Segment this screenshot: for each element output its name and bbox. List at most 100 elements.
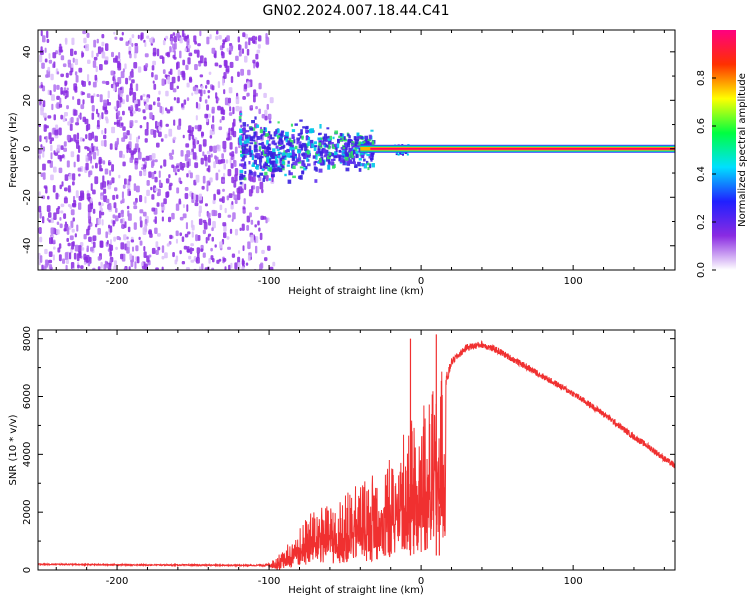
spectrogram-noise-cell — [205, 85, 208, 89]
spectrogram-noise-cell — [195, 101, 198, 109]
spectrogram-signal-cell — [257, 174, 261, 178]
spectrogram-noise-cell — [251, 185, 254, 194]
spectrogram-noise-cell — [228, 97, 232, 104]
spectrogram-signal-cell — [319, 124, 322, 129]
spectrogram-signal-cell — [253, 172, 257, 177]
spectrogram-noise-cell — [93, 39, 97, 48]
spectrogram-noise-cell — [232, 191, 235, 196]
spectrogram-noise-cell — [45, 74, 49, 78]
spectrogram-noise-cell — [168, 184, 172, 191]
spectrogram-noise-cell — [235, 55, 239, 62]
spectrogram-noise-cell — [156, 202, 160, 207]
spectrogram-noise-cell — [255, 186, 260, 194]
spectrogram-noise-cell — [63, 87, 67, 91]
spectrogram-noise-cell — [112, 214, 116, 219]
spectrogram-signal-cell — [243, 145, 247, 151]
spectrogram-noise-cell — [78, 173, 81, 177]
spectrogram-noise-cell — [159, 55, 164, 60]
spectrogram-noise-cell — [193, 49, 198, 54]
spectrogram-noise-cell — [50, 174, 54, 181]
spectrogram-noise-cell — [64, 221, 68, 225]
spectrogram-noise-cell — [242, 209, 246, 213]
spectrogram-noise-cell — [90, 246, 94, 252]
spectrogram-signal-cell — [341, 133, 345, 139]
spectrogram-noise-cell — [187, 231, 191, 235]
spectrogram-noise-cell — [44, 259, 49, 265]
spectrogram-noise-cell — [125, 77, 129, 85]
spectrogram-noise-cell — [258, 35, 262, 42]
spectrogram-noise-cell — [242, 245, 245, 252]
spectrogram-noise-cell — [97, 218, 102, 225]
spectrogram-noise-cell — [110, 83, 114, 89]
spectrogram-noise-cell — [123, 267, 127, 270]
spectrogram-noise-cell — [214, 244, 217, 248]
spectrogram-noise-cell — [214, 155, 217, 160]
spectrogram-noise-cell — [200, 248, 204, 253]
spectrogram-noise-cell — [265, 37, 270, 45]
spectrogram-noise-cell — [231, 201, 234, 205]
spectrogram-noise-cell — [127, 226, 131, 233]
spectrogram-noise-cell — [212, 258, 215, 263]
snr-y-label: SNR (10 * v/v) — [8, 414, 19, 485]
spectrogram-signal-cell — [265, 133, 269, 137]
spectrogram-noise-cell — [70, 262, 75, 270]
spectrogram-noise-cell — [185, 64, 189, 71]
spectrogram-noise-cell — [225, 65, 230, 73]
spectrogram-noise-cell — [157, 97, 160, 102]
spectrogram-noise-cell — [161, 245, 165, 253]
spectrogram-noise-cell — [249, 176, 254, 182]
spectrogram-signal-cell — [291, 149, 295, 154]
spectrogram-noise-cell — [226, 35, 230, 42]
spectrogram-signal-cell — [340, 157, 344, 162]
spectrogram-noise-cell — [153, 83, 157, 90]
spectrogram-signal-cell — [238, 116, 242, 121]
spectrogram-noise-cell — [207, 235, 210, 241]
spectrogram-noise-cell — [139, 170, 143, 177]
spectrogram-noise-cell — [119, 97, 123, 103]
spectrogram-noise-cell — [237, 256, 241, 264]
spectrogram-signal-cell — [345, 146, 348, 150]
spectrogram-noise-cell — [146, 97, 149, 103]
spectrogram-noise-cell — [114, 36, 118, 40]
spectrogram-noise-cell — [97, 46, 102, 55]
snr-y-tick-label: 2000 — [22, 499, 33, 524]
spectrogram-noise-cell — [63, 213, 67, 219]
spectrogram-noise-cell — [269, 266, 274, 270]
spectrogram-noise-cell — [161, 266, 164, 270]
spectrogram-noise-cell — [120, 71, 125, 79]
spectrogram-signal-cell — [307, 155, 311, 158]
spectrogram-signal-cell — [287, 179, 292, 184]
spectrogram-signal-cell — [323, 133, 328, 138]
spectrogram-signal-cell — [299, 166, 304, 169]
spectrogram-noise-cell — [202, 151, 205, 157]
spectrogram-noise-cell — [126, 94, 129, 103]
spectrogram-noise-cell — [69, 235, 74, 241]
spectrogram-noise-cell — [154, 176, 158, 183]
spectrogram-noise-cell — [118, 52, 121, 59]
spectrogram-noise-cell — [258, 82, 262, 90]
spectrogram-signal-cell — [291, 147, 295, 152]
spectrogram-noise-cell — [76, 132, 80, 140]
spectrogram-noise-cell — [64, 37, 68, 43]
spectrogram-signal-cell — [242, 128, 246, 132]
spectrogram-noise-cell — [100, 202, 104, 207]
spectrogram-noise-cell — [98, 115, 102, 121]
spectrogram-noise-cell — [108, 161, 112, 166]
spectrogram-noise-cell — [77, 167, 82, 172]
spectrogram-noise-cell — [266, 103, 269, 110]
spectrogram-noise-cell — [204, 203, 208, 207]
spectrogram-noise-cell — [116, 100, 120, 109]
spectrogram-noise-cell — [209, 145, 213, 152]
spectrogram-signal-cell — [243, 140, 247, 145]
spectrogram-noise-cell — [125, 41, 129, 47]
spectrogram-signal-cell — [301, 153, 306, 156]
spectrogram-noise-cell — [232, 130, 237, 138]
spectrogram-signal-cell — [296, 140, 299, 145]
spectrogram-noise-cell — [234, 262, 238, 270]
spectrogram-noise-cell — [216, 259, 220, 264]
spectrogram-signal-cell — [251, 139, 255, 142]
spectrogram-signal-cell — [271, 141, 276, 145]
spectrogram-signal-cell — [264, 161, 269, 166]
spectrogram-noise-cell — [179, 50, 182, 59]
